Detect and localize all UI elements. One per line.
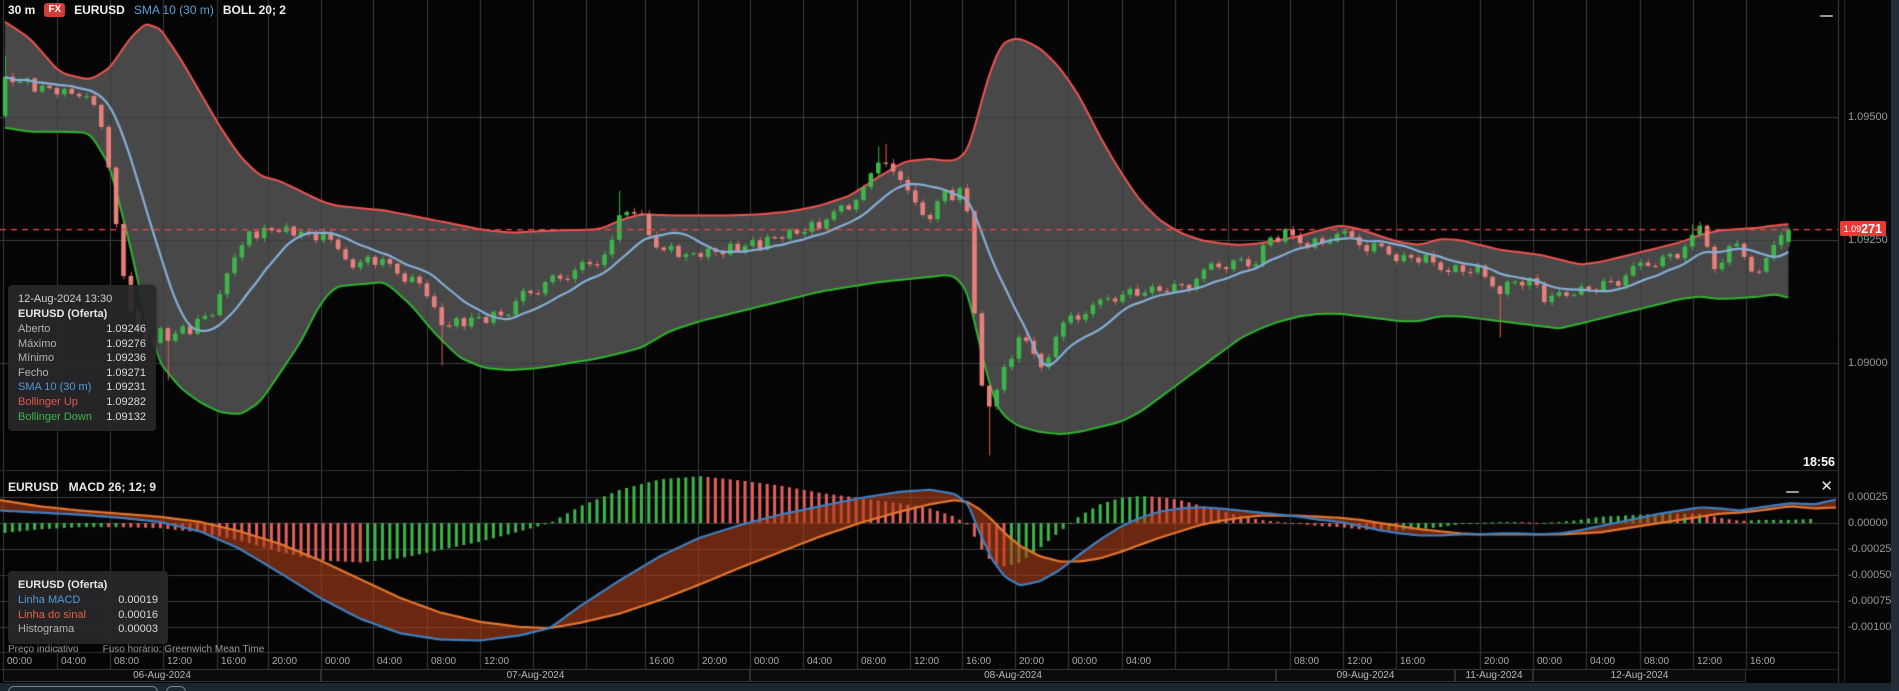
time-tick-label: 04:00 (807, 656, 833, 667)
time-tick-label: 08:00 (431, 656, 457, 667)
histogram-value: 0.00003 (118, 623, 158, 636)
time-tick-label: 20:00 (1019, 656, 1045, 667)
time-tick-label: 16:00 (1400, 656, 1426, 667)
macd-line-label: Linha MACD (18, 594, 81, 606)
scrollbar-button[interactable] (166, 686, 186, 691)
indicative-price-note: Preço indicativo (8, 644, 79, 655)
time-tick-label: 00:00 (325, 656, 351, 667)
time-tick-label: 00:00 (754, 656, 780, 667)
histogram-label: Histograma (18, 623, 75, 636)
open-label: Aberto (18, 323, 51, 335)
sma-label: SMA 10 (30 m) (18, 381, 92, 394)
macd-tick-label: -0.00100 (1848, 621, 1892, 633)
high-value: 1.09276 (106, 337, 146, 350)
date-band-label: 07-Aug-2024 (321, 669, 750, 682)
close-value: 1.09271 (106, 366, 146, 379)
tooltip-datetime: 12-Aug-2024 13:30 (18, 293, 113, 305)
date-band-label: 06-Aug-2024 (3, 669, 321, 682)
current-time-label: 18:56 (1803, 455, 1835, 469)
date-band-label: 11-Aug-2024 (1455, 669, 1533, 682)
time-tick-label: 08:00 (861, 656, 887, 667)
time-tick-label: 12:00 (1347, 656, 1373, 667)
open-value: 1.09246 (106, 323, 146, 335)
close-label: Fecho (18, 366, 49, 379)
time-tick-label: 00:00 (1072, 656, 1098, 667)
footer-note: Preço indicativo Fuso horário: Greenwich… (8, 644, 264, 655)
timeframe-label[interactable]: 30 m (8, 3, 36, 17)
macd-tick-label: -0.00075 (1848, 595, 1892, 607)
macd-tick-label: -0.00025 (1848, 543, 1892, 555)
minimize-macd-icon[interactable] (1786, 491, 1799, 493)
bottom-toolbar-strip (0, 683, 1891, 691)
macd-tooltip-title: EURUSD (Oferta) (18, 579, 108, 591)
time-tick-label: 08:00 (1294, 656, 1320, 667)
time-tick-label: 04:00 (1590, 656, 1616, 667)
macd-panel-header: EURUSD MACD 26; 12; 9 (8, 480, 156, 494)
bollinger-down-value: 1.09132 (106, 410, 146, 423)
time-tick-label: 00:00 (7, 656, 33, 667)
macd-tick-label: 0.00000 (1848, 517, 1888, 529)
timezone-note: Fuso horário: Greenwich Mean Time (102, 644, 265, 655)
low-value: 1.09236 (106, 352, 146, 365)
time-tick-label: 08:00 (114, 656, 140, 667)
time-tick-label: 04:00 (377, 656, 403, 667)
price-tick-label: 1.09250 (1848, 234, 1888, 246)
time-tick-label: 12:00 (914, 656, 940, 667)
close-macd-icon[interactable]: ✕ (1820, 478, 1833, 495)
signal-line-value: 0.00016 (118, 608, 158, 621)
price-tick-label: 1.09000 (1848, 357, 1888, 369)
macd-symbol-label[interactable]: EURUSD (8, 480, 59, 494)
macd-tooltip: EURUSD (Oferta) Linha MACD 0.00019 Linha … (8, 571, 168, 644)
chart-header: 30 m FX EURUSD SMA 10 (30 m) BOLL 20; 2 (8, 3, 286, 17)
time-tick-label: 16:00 (1750, 656, 1776, 667)
sma-indicator-label[interactable]: SMA 10 (30 m) (133, 3, 214, 17)
sma-value: 1.09231 (106, 381, 146, 394)
macd-line-value: 0.00019 (118, 594, 158, 606)
macd-tick-label: -0.00050 (1848, 569, 1892, 581)
symbol-label[interactable]: EURUSD (74, 3, 125, 17)
bollinger-up-label: Bollinger Up (18, 395, 78, 408)
tooltip-title: EURUSD (Oferta) (18, 308, 108, 320)
date-band-label: 09-Aug-2024 (1276, 669, 1455, 682)
time-tick-label: 16:00 (649, 656, 675, 667)
date-band-label: 08-Aug-2024 (750, 669, 1276, 682)
time-tick-label: 04:00 (1126, 656, 1152, 667)
time-tick-label: 20:00 (702, 656, 728, 667)
scrollbar-handle[interactable] (8, 686, 158, 691)
time-tick-label: 04:00 (61, 656, 87, 667)
price-badge-prefix: 1.09 (1843, 223, 1862, 234)
macd-tick-label: 0.00025 (1848, 491, 1888, 503)
time-tick-label: 12:00 (1697, 656, 1723, 667)
boll-indicator-label[interactable]: BOLL 20; 2 (222, 3, 286, 17)
time-tick-label: 16:00 (221, 656, 247, 667)
market-type-badge: FX (44, 3, 66, 17)
low-label: Mínimo (18, 352, 55, 365)
time-tick-label: 20:00 (1484, 656, 1510, 667)
time-tick-label: 00:00 (1537, 656, 1563, 667)
bollinger-up-value: 1.09282 (106, 395, 146, 408)
price-tick-label: 1.09500 (1848, 111, 1888, 123)
date-band-label: 12-Aug-2024 (1533, 669, 1746, 682)
price-badge-suffix: 271 (1861, 221, 1882, 236)
time-tick-label: 08:00 (1644, 656, 1670, 667)
window-edge-strip (1891, 0, 1899, 691)
time-tick-label: 16:00 (966, 656, 992, 667)
time-tick-label: 12:00 (484, 656, 510, 667)
price-tooltip: 12-Aug-2024 13:30 EURUSD (Oferta) Aberto… (8, 285, 156, 432)
time-tick-label: 12:00 (167, 656, 193, 667)
bollinger-down-label: Bollinger Down (18, 410, 92, 423)
time-tick-label: 20:00 (272, 656, 298, 667)
macd-indicator-label[interactable]: MACD 26; 12; 9 (68, 480, 157, 494)
current-price-badge: 1.09 271 (1839, 221, 1886, 236)
minimize-chart-icon[interactable] (1820, 15, 1833, 17)
signal-line-label: Linha do sinal (18, 608, 86, 621)
high-label: Máximo (18, 337, 57, 350)
